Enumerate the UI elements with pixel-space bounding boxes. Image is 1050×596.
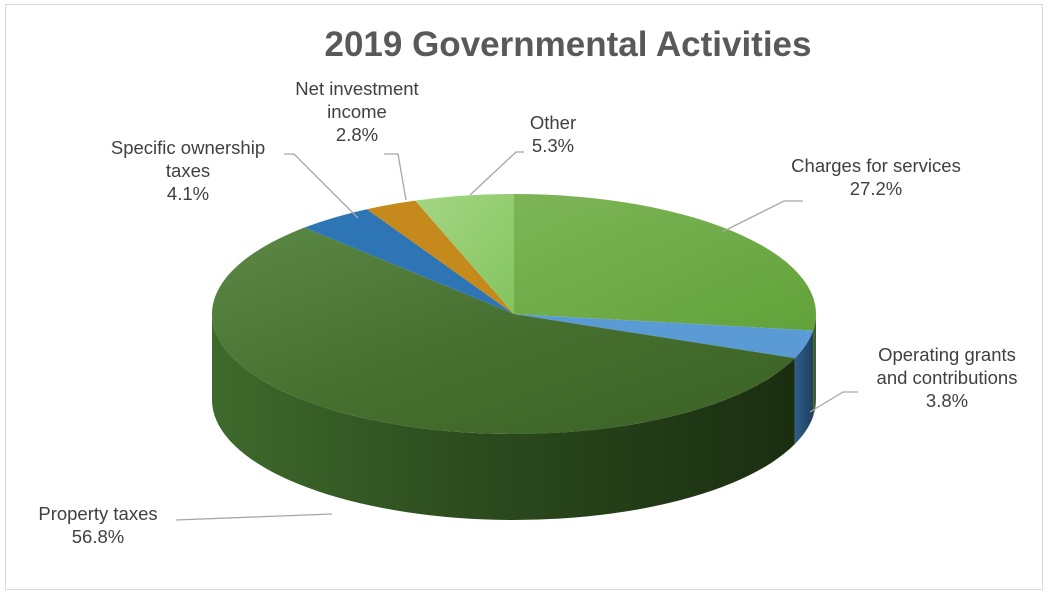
leader-line-3 <box>284 153 359 219</box>
pie-slice-5 <box>415 194 514 314</box>
pie-slice-3 <box>304 209 514 314</box>
data-label-name-4: income <box>327 101 387 122</box>
leader-line-5 <box>469 151 524 196</box>
data-label-name-5: Other <box>530 112 576 133</box>
data-label-name-3: taxes <box>166 160 210 181</box>
slice-side-0 <box>813 314 816 417</box>
pie-slice-1 <box>514 314 814 359</box>
leader-line-0 <box>721 200 803 233</box>
pie-sides <box>212 314 816 520</box>
pie-slice-2 <box>211 227 795 435</box>
pie-slice-0 <box>514 194 816 331</box>
data-label-value-0: 27.2% <box>850 178 902 199</box>
data-label-name-2: Property taxes <box>38 503 157 524</box>
leader-lines <box>175 151 858 521</box>
leader-line-1 <box>809 391 858 413</box>
slice-side-1 <box>794 330 814 445</box>
data-label-value-2: 56.8% <box>72 526 124 547</box>
data-label-value-3: 4.1% <box>167 183 209 204</box>
data-label-name-1: and contributions <box>877 367 1018 388</box>
data-label-name-1: Operating grants <box>878 344 1016 365</box>
data-label-value-4: 2.8% <box>336 124 378 145</box>
data-label-name-0: Charges for services <box>791 155 961 176</box>
data-label-value-5: 5.3% <box>532 135 574 156</box>
pie-slice-4 <box>366 200 514 314</box>
leader-line-2 <box>175 513 333 521</box>
data-label-name-3: Specific ownership <box>111 137 265 158</box>
pie-slices <box>211 194 816 435</box>
data-label-value-1: 3.8% <box>926 390 968 411</box>
chart-title: 2019 Governmental Activities <box>325 25 812 64</box>
leader-line-4 <box>384 153 407 201</box>
slice-side-2 <box>212 314 795 520</box>
data-label-name-4: Net investment <box>295 78 418 99</box>
